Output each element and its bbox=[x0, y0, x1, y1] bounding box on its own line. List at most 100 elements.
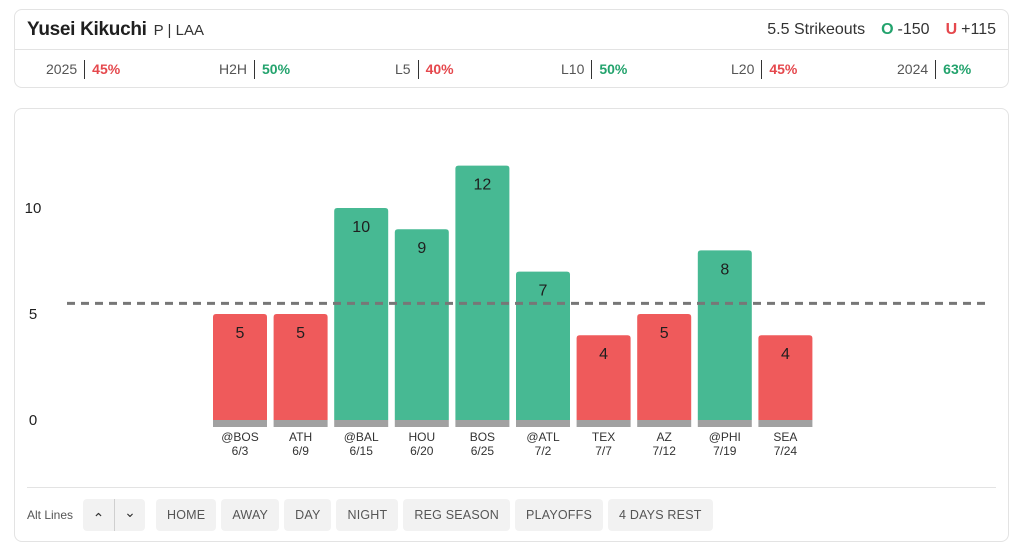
bar-sea bbox=[758, 335, 813, 420]
bar-value-label: 5 bbox=[296, 325, 305, 342]
bar-base-strip bbox=[394, 420, 449, 427]
bar-value-label: 4 bbox=[599, 346, 608, 363]
bar-value-label: 9 bbox=[417, 240, 426, 257]
filter-away-button[interactable]: AWAY bbox=[221, 499, 280, 531]
prop-label: 5.5 Strikeouts bbox=[767, 20, 866, 38]
over-odds[interactable]: O -150 bbox=[881, 21, 929, 39]
chart-card: 0 5 10 5 @BOS 6/3 5 ATH 6/9 10 @BAL 6/15 9 HOU 6/20 12 B… bbox=[14, 108, 1009, 542]
controls-divider bbox=[27, 487, 996, 488]
alt-line-down-button[interactable]: ⌄ bbox=[114, 499, 145, 531]
x-tick-date: 7/7 bbox=[595, 444, 612, 458]
under-odds[interactable]: U +115 bbox=[946, 21, 996, 39]
filter-reg-season-button[interactable]: REG SEASON bbox=[403, 499, 511, 531]
x-tick-opponent: HOU bbox=[408, 430, 435, 444]
bar-at-atl bbox=[516, 271, 570, 420]
over-odds-value: -150 bbox=[897, 20, 930, 38]
stat-2025[interactable]: 2025 45% bbox=[46, 50, 120, 88]
x-tick-date: 7/24 bbox=[774, 444, 798, 458]
x-tick-date: 6/20 bbox=[410, 444, 434, 458]
stat-label: 2025 bbox=[46, 61, 78, 77]
stat-l20[interactable]: L20 45% bbox=[731, 50, 797, 88]
x-tick-date: 6/25 bbox=[471, 444, 495, 458]
stat-label: H2H bbox=[219, 61, 248, 77]
bar-value-label: 10 bbox=[352, 219, 370, 236]
bar-base-strip bbox=[516, 420, 570, 427]
bar-value-label: 12 bbox=[474, 177, 492, 194]
bar-hou bbox=[394, 229, 449, 420]
bar-value-label: 4 bbox=[781, 346, 790, 363]
bar-base-strip bbox=[758, 420, 813, 427]
stat-label: 2024 bbox=[897, 61, 929, 77]
bar-base-strip bbox=[576, 420, 631, 427]
x-tick-opponent: TEX bbox=[592, 430, 615, 444]
stat-l10[interactable]: L10 50% bbox=[561, 50, 627, 88]
filter-day-button[interactable]: DAY bbox=[284, 499, 332, 531]
header-card: Yusei Kikuchi P | LAA 5.5 Strikeouts O -… bbox=[14, 9, 1009, 88]
stat-value: 50% bbox=[262, 61, 291, 77]
stat-divider bbox=[761, 59, 763, 79]
stat-value: 45% bbox=[769, 61, 798, 77]
y-tick-label: 5 bbox=[29, 306, 37, 323]
stat-label: L10 bbox=[561, 61, 585, 77]
x-tick-opponent: SEA bbox=[773, 430, 797, 444]
under-odds-value: +115 bbox=[961, 20, 996, 38]
x-tick-opponent: AZ bbox=[657, 430, 672, 444]
filter-night-button[interactable]: NIGHT bbox=[336, 499, 399, 531]
stat-h2h[interactable]: H2H 50% bbox=[219, 50, 290, 88]
x-tick-opponent: ATH bbox=[289, 430, 312, 444]
alt-lines-label: Alt Lines bbox=[27, 508, 74, 522]
filter-4-days-rest-button[interactable]: 4 DAYS REST bbox=[608, 499, 713, 531]
stat-divider bbox=[591, 59, 593, 79]
bar-value-label: 8 bbox=[720, 261, 729, 278]
bar-base-strip bbox=[697, 420, 752, 427]
x-tick-date: 7/2 bbox=[535, 444, 552, 458]
player-info: Yusei Kikuchi P | LAA bbox=[27, 19, 204, 41]
bar-base-strip bbox=[455, 420, 510, 427]
stat-value: 63% bbox=[943, 61, 972, 77]
y-tick-label: 10 bbox=[25, 200, 42, 217]
bar-value-label: 5 bbox=[660, 325, 669, 342]
bar-base-strip bbox=[213, 420, 267, 427]
bar-base-strip bbox=[637, 420, 692, 427]
stat-l5[interactable]: L5 40% bbox=[395, 50, 454, 88]
chevron-up-icon: ⌃ bbox=[92, 510, 105, 526]
bar-tex bbox=[576, 335, 631, 420]
stat-divider bbox=[935, 59, 937, 79]
player-meta: P | LAA bbox=[153, 21, 204, 39]
chevron-down-icon: ⌄ bbox=[124, 504, 136, 520]
bar-at-bal bbox=[334, 208, 389, 420]
alt-line-up-button[interactable]: ⌃ bbox=[83, 499, 114, 531]
filter-playoffs-button[interactable]: PLAYOFFS bbox=[515, 499, 604, 531]
bar-az bbox=[637, 314, 692, 420]
stat-value: 45% bbox=[92, 61, 121, 77]
stat-2024[interactable]: 2024 63% bbox=[897, 50, 971, 88]
stat-divider bbox=[417, 59, 419, 79]
stat-divider bbox=[254, 59, 256, 79]
x-tick-opponent: @BAL bbox=[344, 430, 379, 444]
x-tick-date: 7/19 bbox=[713, 444, 737, 458]
stat-value: 50% bbox=[599, 61, 628, 77]
player-name: Yusei Kikuchi bbox=[27, 18, 147, 40]
x-tick-date: 7/12 bbox=[653, 444, 677, 458]
y-tick-label: 0 bbox=[29, 412, 37, 429]
x-tick-date: 6/9 bbox=[292, 444, 309, 458]
bar-base-strip bbox=[273, 420, 328, 427]
stat-value: 40% bbox=[425, 61, 454, 77]
stat-label: L5 bbox=[395, 61, 411, 77]
bar-at-bos bbox=[213, 314, 267, 420]
filter-home-button[interactable]: HOME bbox=[156, 499, 217, 531]
stat-divider bbox=[84, 59, 86, 79]
bar-bos bbox=[455, 165, 510, 420]
header-top-row: Yusei Kikuchi P | LAA 5.5 Strikeouts O -… bbox=[15, 10, 1008, 50]
over-letter: O bbox=[881, 20, 894, 38]
bar-base-strip bbox=[334, 420, 389, 427]
under-letter: U bbox=[945, 20, 958, 38]
hit-rate-stats: 2025 45% H2H 50% L5 40% L10 50% L20 45% … bbox=[15, 50, 1008, 88]
stat-label: L20 bbox=[731, 61, 755, 77]
alt-line-stepper: ⌃ ⌄ bbox=[83, 499, 146, 531]
x-tick-opponent: @BOS bbox=[221, 430, 259, 444]
bar-value-label: 5 bbox=[236, 325, 245, 342]
bar-at-phi bbox=[697, 250, 752, 420]
x-tick-opponent: BOS bbox=[470, 430, 495, 444]
